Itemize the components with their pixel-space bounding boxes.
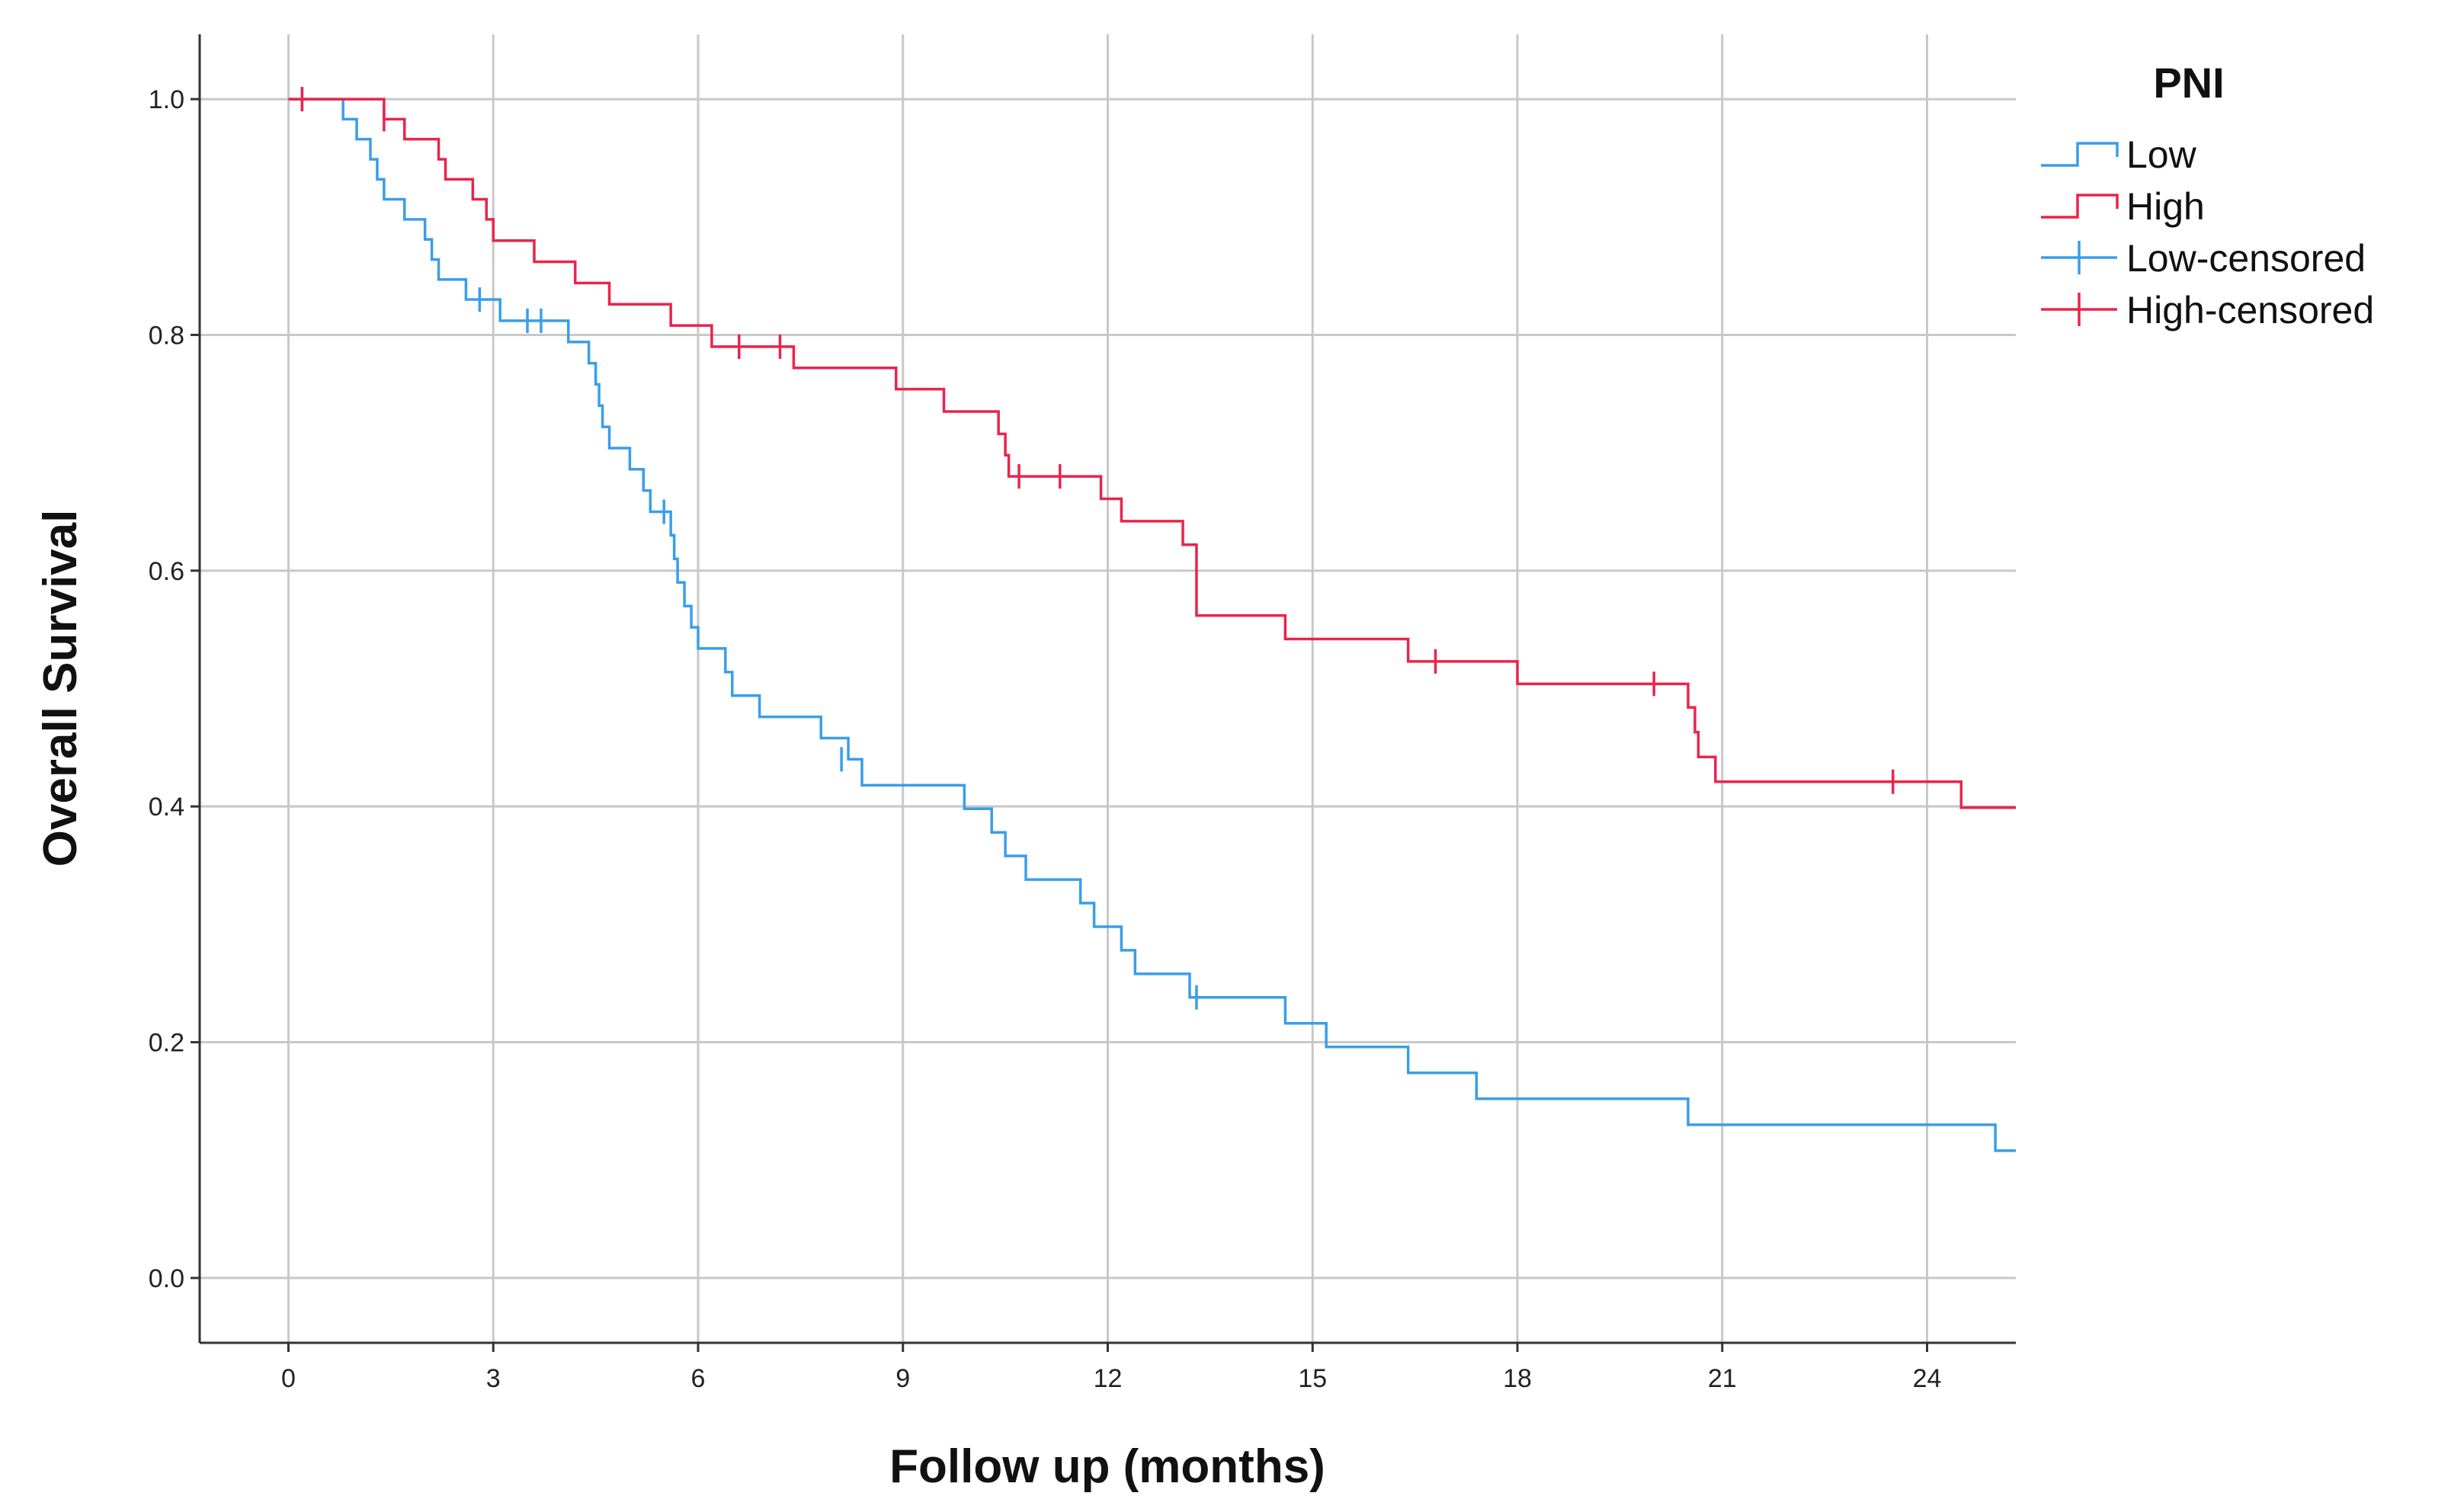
x-tick-label: 18 <box>1503 1364 1532 1393</box>
y-tick-label: 0.8 <box>149 321 184 350</box>
grid <box>200 34 2016 1343</box>
legend: PNI Low High Low-censored High-censored <box>2041 59 2374 332</box>
x-axis-title: Follow up (months) <box>889 1440 1325 1493</box>
x-tick-label: 15 <box>1298 1364 1327 1393</box>
y-tick-label: 0.6 <box>149 557 184 586</box>
x-tick-label: 12 <box>1094 1364 1123 1393</box>
legend-swatch-low <box>2041 142 2119 167</box>
x-tick-label: 9 <box>895 1364 910 1393</box>
y-tick-label: 0.2 <box>149 1029 184 1058</box>
legend-title: PNI <box>2153 59 2224 107</box>
survival-curve-low <box>288 98 2016 1152</box>
x-tick-label: 24 <box>1913 1364 1942 1393</box>
y-tick-label: 1.0 <box>149 85 184 114</box>
x-tick-label: 3 <box>486 1364 501 1393</box>
x-tick-label: 21 <box>1708 1364 1737 1393</box>
series <box>288 87 2016 1152</box>
x-tick-label: 0 <box>281 1364 296 1393</box>
legend-label-high-censored: High-censored <box>2126 289 2374 332</box>
legend-label-low-censored: Low-censored <box>2126 237 2366 280</box>
x-tick-label: 6 <box>691 1364 706 1393</box>
survival-curve-high <box>288 98 2016 809</box>
ticks: 0 3 6 9 12 15 18 21 24 0.0 0.2 0.4 0.6 0.8 1.0 <box>149 85 1942 1393</box>
legend-label-high: High <box>2126 185 2205 228</box>
legend-label-low: Low <box>2126 133 2197 176</box>
legend-swatch-high <box>2041 194 2119 219</box>
y-tick-label: 0.4 <box>149 793 184 822</box>
y-axis-title: Overall Survival <box>34 510 87 867</box>
y-tick-label: 0.0 <box>149 1264 184 1293</box>
